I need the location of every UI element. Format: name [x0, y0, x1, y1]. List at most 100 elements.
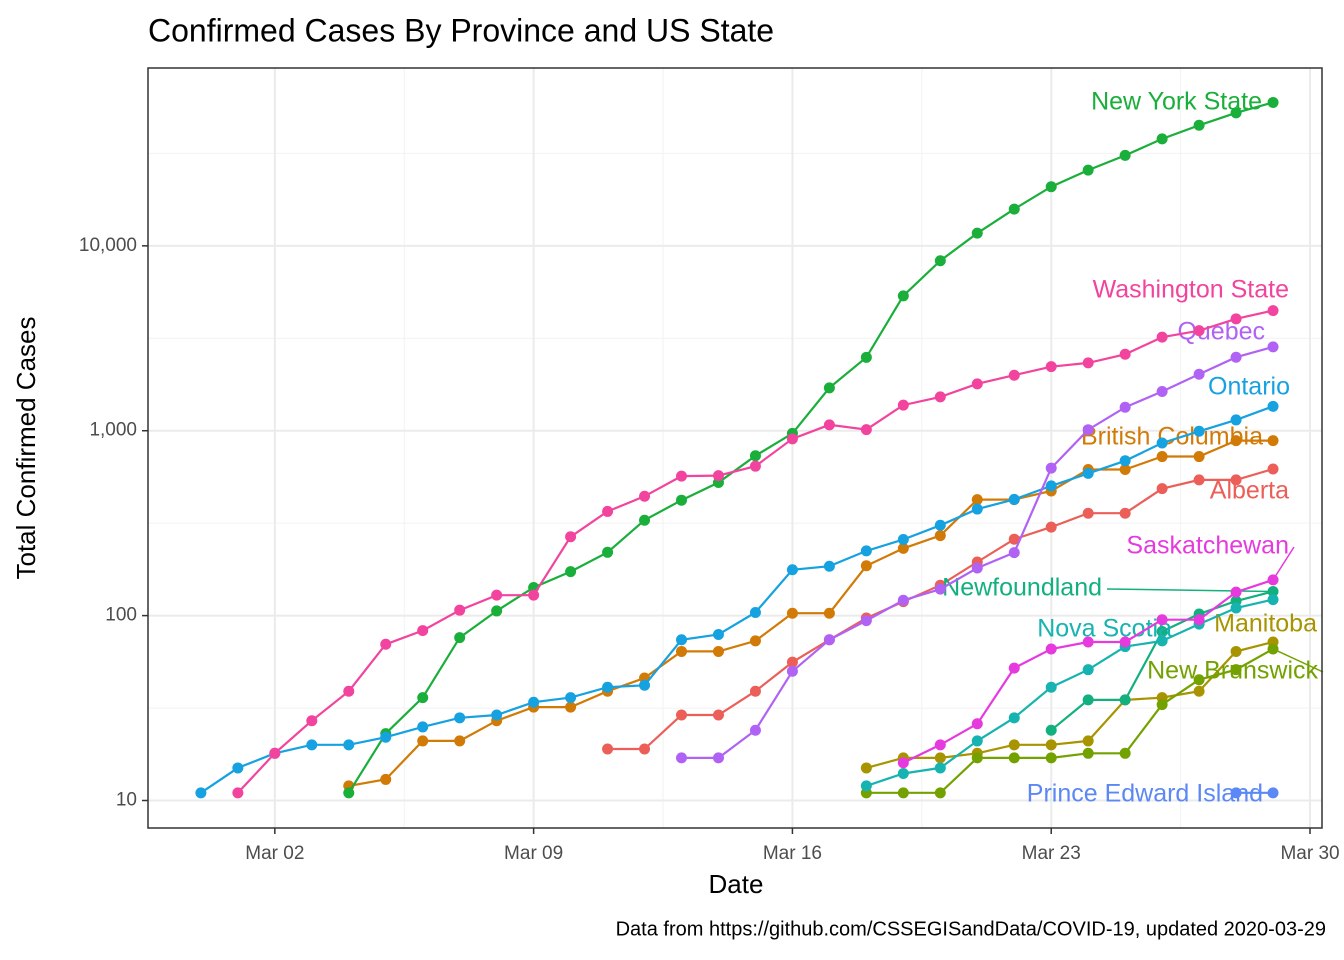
series: Saskatchewan	[897, 532, 1295, 769]
data-point	[1119, 694, 1131, 706]
data-point	[528, 696, 540, 708]
data-point	[749, 635, 761, 647]
plot-frame	[147, 67, 1323, 829]
chart-title: Confirmed Cases By Province and US State	[148, 12, 774, 48]
data-point	[232, 787, 244, 799]
data-point	[786, 656, 798, 668]
data-point	[1156, 635, 1168, 647]
data-point	[749, 460, 761, 472]
data-point	[1230, 351, 1242, 363]
data-point	[823, 607, 835, 619]
data-point	[1119, 507, 1131, 519]
series: Prince Edward Island	[1027, 780, 1279, 808]
series-label: Manitoba	[1214, 610, 1317, 638]
data-point	[565, 531, 577, 543]
series-label: Alberta	[1210, 477, 1289, 505]
data-point	[897, 767, 909, 779]
series-line	[866, 640, 1274, 769]
data-point	[1008, 533, 1020, 545]
data-point	[1045, 480, 1057, 492]
data-point	[1267, 787, 1279, 799]
data-point	[639, 679, 651, 691]
data-point	[1267, 96, 1279, 108]
series-line	[348, 439, 1273, 787]
data-point	[1193, 425, 1205, 437]
data-point	[1193, 451, 1205, 463]
data-point	[971, 378, 983, 390]
data-point	[712, 752, 724, 764]
data-point	[712, 645, 724, 657]
data-point	[1008, 662, 1020, 674]
data-point	[1082, 164, 1094, 176]
data-point	[1082, 664, 1094, 676]
label-leader	[1272, 546, 1295, 581]
y-tick-label: 10	[116, 790, 137, 811]
data-point	[306, 739, 318, 751]
data-point	[1193, 368, 1205, 380]
data-point	[417, 692, 429, 704]
data-point	[1082, 467, 1094, 479]
series: Washington State	[232, 276, 1289, 799]
series-line	[866, 648, 1274, 794]
data-point	[1193, 119, 1205, 131]
data-point	[1230, 645, 1242, 657]
data-point	[1119, 348, 1131, 360]
data-point	[1230, 602, 1242, 614]
data-point	[1230, 414, 1242, 426]
data-point	[1193, 614, 1205, 626]
data-point	[1156, 386, 1168, 398]
data-point	[380, 731, 392, 743]
data-point	[860, 560, 872, 572]
data-point	[454, 712, 466, 724]
data-point	[823, 560, 835, 572]
data-point	[417, 625, 429, 637]
series-label: New Brunswick	[1147, 657, 1318, 685]
data-point	[602, 546, 614, 558]
data-point	[1230, 586, 1242, 598]
x-tick-label: Mar 16	[763, 843, 822, 864]
data-point	[1119, 455, 1131, 467]
data-point	[1267, 400, 1279, 412]
data-point	[491, 605, 503, 617]
data-point	[1008, 547, 1020, 559]
data-point	[786, 433, 798, 445]
data-point	[676, 709, 688, 721]
y-tick-label: 1,000	[89, 420, 137, 441]
data-point	[1119, 636, 1131, 648]
data-point	[380, 773, 392, 785]
data-point	[1045, 681, 1057, 693]
y-axis-title: Total Confirmed Cases	[11, 317, 41, 580]
data-point	[934, 391, 946, 403]
data-point	[565, 692, 577, 704]
data-point	[897, 757, 909, 769]
data-point	[1008, 493, 1020, 505]
data-point	[1267, 341, 1279, 353]
data-point	[1045, 752, 1057, 764]
data-point	[380, 638, 392, 650]
data-point	[897, 534, 909, 546]
data-point	[971, 752, 983, 764]
data-point	[1230, 313, 1242, 325]
data-point	[528, 589, 540, 601]
data-point	[565, 566, 577, 578]
series-label: Washington State	[1093, 276, 1289, 304]
data-point	[934, 583, 946, 595]
data-point	[934, 255, 946, 267]
data-point	[1008, 712, 1020, 724]
data-point	[602, 681, 614, 693]
data-point	[971, 718, 983, 730]
data-point	[1156, 699, 1168, 711]
series-label: Nova Scotia	[1037, 615, 1172, 643]
data-point	[676, 645, 688, 657]
data-point	[1230, 435, 1242, 447]
data-point	[786, 665, 798, 677]
data-point	[823, 634, 835, 646]
data-point	[1156, 331, 1168, 343]
data-point	[232, 762, 244, 774]
data-point	[1082, 694, 1094, 706]
label-leader	[1106, 588, 1274, 593]
data-point	[676, 470, 688, 482]
data-point	[897, 787, 909, 799]
data-point	[1082, 507, 1094, 519]
data-point	[1193, 685, 1205, 697]
